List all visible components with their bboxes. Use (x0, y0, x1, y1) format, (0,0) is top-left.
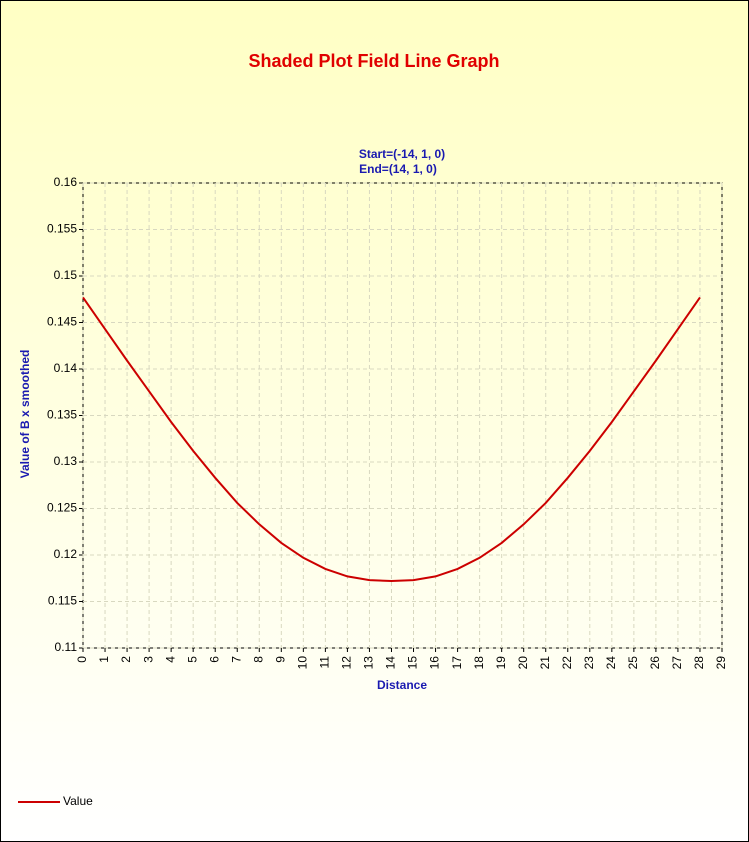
y-tick-label: 0.135 (47, 408, 77, 422)
x-tick-label: 14 (384, 656, 398, 670)
y-axis-label: Value of B x smoothed (18, 350, 32, 479)
y-tick-label: 0.12 (54, 547, 78, 561)
y-tick-label: 0.14 (54, 361, 78, 375)
x-tick-label: 20 (516, 656, 530, 670)
chart-title: Shaded Plot Field Line Graph (248, 51, 499, 71)
x-tick-label: 12 (340, 656, 354, 670)
x-tick-label: 4 (163, 656, 177, 663)
x-tick-label: 24 (604, 656, 618, 670)
x-tick-label: 26 (648, 656, 662, 670)
y-tick-label: 0.125 (47, 501, 77, 515)
x-tick-label: 6 (207, 656, 221, 663)
x-tick-label: 13 (362, 656, 376, 670)
x-tick-label: 5 (185, 656, 199, 663)
x-tick-label: 10 (296, 656, 310, 670)
legend-label: Value (63, 794, 93, 808)
x-tick-label: 3 (141, 656, 155, 663)
x-tick-label: 11 (318, 656, 332, 669)
y-tick-label: 0.13 (54, 454, 78, 468)
y-tick-label: 0.115 (48, 594, 77, 608)
x-tick-label: 18 (472, 656, 486, 670)
y-tick-label: 0.16 (54, 175, 78, 189)
x-tick-label: 27 (670, 656, 684, 670)
x-tick-label: 17 (450, 656, 464, 670)
x-tick-label: 0 (75, 656, 89, 663)
subtitle: Start=(-14, 1, 0) (359, 147, 445, 161)
subtitle: End=(14, 1, 0) (359, 162, 437, 176)
x-tick-label: 2 (119, 656, 133, 663)
x-tick-label: 1 (97, 656, 111, 663)
x-tick-label: 28 (692, 656, 706, 670)
x-tick-label: 8 (251, 656, 265, 663)
x-axis-label: Distance (377, 678, 427, 692)
x-tick-label: 29 (714, 656, 728, 670)
x-tick-label: 25 (626, 656, 640, 670)
x-tick-label: 15 (406, 656, 420, 670)
y-tick-label: 0.15 (54, 268, 78, 282)
data-line (82, 296, 701, 583)
x-tick-label: 22 (560, 656, 574, 670)
x-tick-label: 19 (494, 656, 508, 670)
y-tick-label: 0.145 (47, 315, 77, 329)
x-tick-label: 16 (428, 656, 442, 670)
y-tick-label: 0.155 (47, 222, 77, 236)
x-tick-label: 7 (229, 656, 243, 663)
x-tick-label: 23 (582, 656, 596, 670)
y-tick-label: 0.11 (55, 640, 78, 654)
x-tick-label: 21 (538, 656, 552, 670)
x-tick-label: 9 (273, 656, 287, 663)
